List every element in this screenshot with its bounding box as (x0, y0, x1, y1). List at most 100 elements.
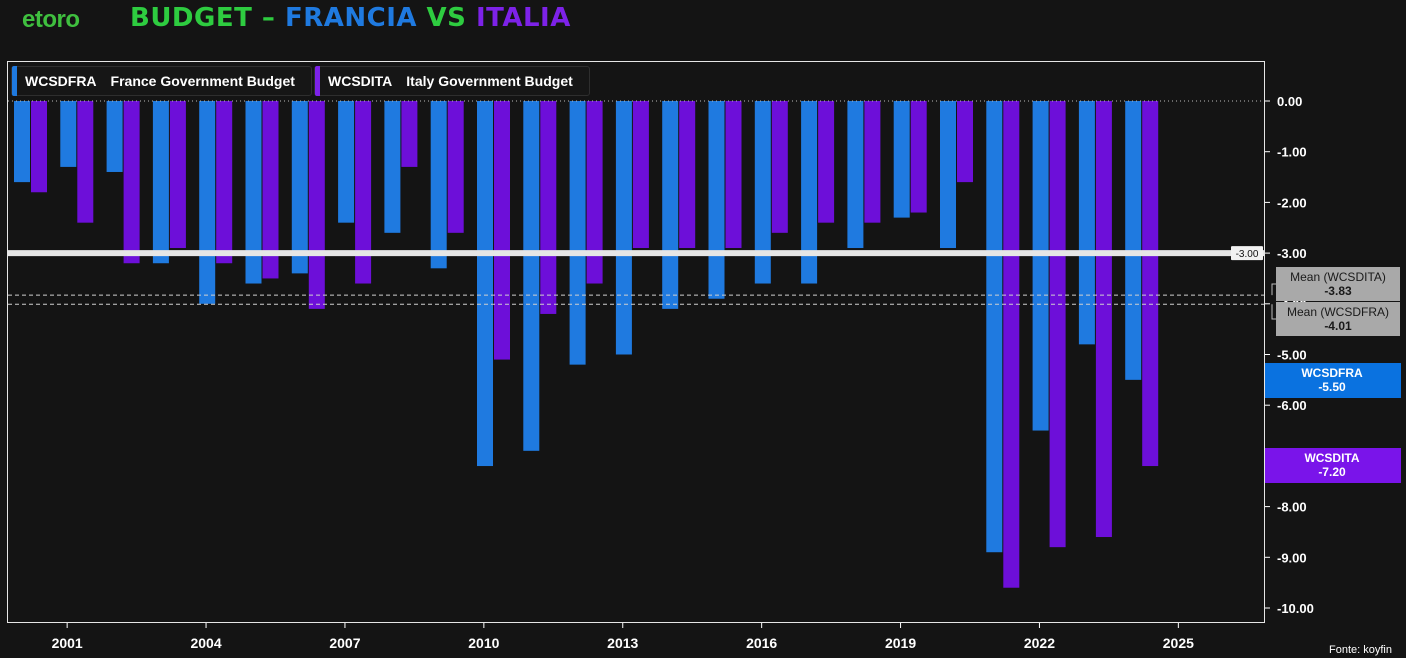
bar-wcsdita-2003 (169, 101, 186, 249)
header: etoro BUDGET – FRANCIA VS ITALIA (0, 0, 1406, 48)
bar-wcsdita-2010 (494, 101, 510, 360)
mean-tag-value-0: -3.83 (1324, 284, 1352, 298)
mean-tag-1 (1276, 302, 1400, 336)
etoro-logo: etoro (22, 6, 80, 33)
bar-wcsdfra-2010 (477, 101, 493, 467)
bar-wcsdita-2022 (1049, 101, 1066, 548)
bar-wcsdfra-2003 (152, 101, 169, 264)
bar-wcsdita-2021 (1003, 101, 1020, 588)
legend-item-wcsdfra[interactable]: WCSDFRA France Government Budget (11, 66, 312, 96)
bar-wcsdita-2014 (679, 101, 696, 249)
bar-wcsdita-2020 (957, 101, 973, 183)
x-tick-label-2019: 2019 (885, 635, 916, 651)
bar-wcsdfra-2014 (662, 101, 679, 309)
bar-wcsdfra-2002 (106, 101, 123, 172)
legend-label-italy: Italy Government Budget (406, 73, 573, 89)
reference-line-tag (1231, 246, 1263, 261)
bar-wcsdfra-2011 (523, 101, 540, 451)
x-tick-label-2004: 2004 (190, 635, 221, 651)
y-tick-label-6: -6.00 (1277, 398, 1307, 413)
plot-frame (7, 61, 1265, 623)
bar-wcsdfra-2021 (986, 101, 1003, 553)
bar-wcsdfra-2024 (1125, 101, 1142, 380)
bar-wcsdita-2024 (1142, 101, 1159, 467)
title-budget: BUDGET – (130, 3, 285, 33)
bar-wcsdfra-2022 (1032, 101, 1049, 431)
bar-wcsdita-2015 (725, 101, 742, 249)
bar-wcsdfra-2023 (1078, 101, 1095, 345)
x-tick-label-2025: 2025 (1163, 635, 1194, 651)
bar-wcsdfra-2008 (384, 101, 401, 233)
bar-wcsdita-2000 (31, 101, 47, 193)
bar-wcsdita-2012 (586, 101, 603, 284)
reference-line-label: -3.00 (1236, 249, 1259, 260)
bar-wcsdfra-2018 (847, 101, 864, 249)
x-tick-label-2001: 2001 (52, 635, 83, 651)
bar-wcsdfra-2016 (754, 101, 771, 284)
legend-code-wcsdita: WCSDITA (328, 73, 393, 89)
y-tick-label-9: -9.00 (1277, 550, 1307, 565)
bar-wcsdfra-2017 (801, 101, 818, 284)
bar-wcsdfra-2013 (615, 101, 632, 355)
x-tick-label-2022: 2022 (1024, 635, 1055, 651)
last-value-tag-name-wcsdita: WCSDITA (1304, 451, 1359, 465)
bar-wcsdita-2017 (818, 101, 835, 223)
last-value-tag-wcsdita (1265, 448, 1401, 483)
y-tick-label-10: -10.00 (1277, 601, 1314, 616)
bar-wcsdita-2002 (123, 101, 140, 264)
mean-tag-connector-0 (1271, 283, 1276, 296)
title-francia: FRANCIA (284, 3, 417, 33)
bar-wcsdfra-2005 (245, 101, 262, 284)
mean-tag-connector-1 (1271, 304, 1276, 320)
bar-wcsdfra-2019 (893, 101, 910, 218)
y-tick-label-2: -2.00 (1277, 195, 1307, 210)
last-value-tag-value-wcsdita: -7.20 (1318, 465, 1346, 479)
x-tick-label-2010: 2010 (468, 635, 499, 651)
y-tick-label-0: 0.00 (1277, 94, 1302, 109)
bar-wcsdita-2005 (262, 101, 279, 279)
mean-tag-name-0: Mean (WCSDITA) (1290, 270, 1386, 284)
bar-wcsdita-2001 (77, 101, 94, 223)
bar-wcsdita-2006 (308, 101, 325, 309)
legend-label-france: France Government Budget (110, 73, 295, 89)
title-vs: VS (417, 3, 476, 33)
bar-wcsdfra-2000 (14, 101, 30, 183)
bar-wcsdfra-2009 (430, 101, 447, 269)
bar-wcsdita-2008 (401, 101, 418, 167)
y-tick-label-5: -5.00 (1277, 348, 1307, 363)
x-tick-label-2007: 2007 (329, 635, 360, 651)
mean-tag-0 (1276, 267, 1400, 301)
bar-wcsdfra-2020 (940, 101, 956, 249)
last-value-tag-name-wcsdfra: WCSDFRA (1301, 366, 1363, 380)
last-value-tag-wcsdfra (1265, 363, 1401, 398)
legend-code-wcsdfra: WCSDFRA (25, 73, 97, 89)
y-tick-label-8: -8.00 (1277, 500, 1307, 515)
title-italia: ITALIA (475, 3, 571, 33)
bar-wcsdfra-2004 (199, 101, 216, 304)
x-tick-label-2016: 2016 (746, 635, 777, 651)
last-value-tag-value-wcsdfra: -5.50 (1318, 380, 1346, 394)
mean-tag-value-1: -4.01 (1324, 319, 1352, 333)
bar-wcsdita-2019 (910, 101, 927, 213)
mean-tag-name-1: Mean (WCSDFRA) (1287, 305, 1389, 319)
bar-wcsdita-2013 (632, 101, 649, 249)
bar-wcsdita-2023 (1095, 101, 1112, 538)
bar-wcsdita-2018 (864, 101, 881, 223)
bar-wcsdfra-2015 (708, 101, 725, 299)
y-tick-label-1: -1.00 (1277, 145, 1307, 160)
x-tick-label-2013: 2013 (607, 635, 638, 651)
bar-wcsdfra-2001 (60, 101, 77, 167)
bar-wcsdita-2016 (771, 101, 788, 233)
bar-wcsdita-2007 (355, 101, 372, 284)
bar-wcsdita-2009 (447, 101, 464, 233)
chart-title: BUDGET – FRANCIA VS ITALIA (130, 3, 571, 33)
y-tick-label-3: -3.00 (1277, 246, 1307, 261)
bar-wcsdfra-2007 (338, 101, 355, 223)
legend-item-wcsdita[interactable]: WCSDITA Italy Government Budget (314, 66, 590, 96)
source-note: Fonte: koyfin (1329, 644, 1392, 656)
bar-wcsdita-2004 (216, 101, 233, 264)
bar-wcsdita-2011 (540, 101, 557, 314)
legend-swatch-france (12, 66, 17, 96)
bar-wcsdfra-2006 (291, 101, 308, 274)
